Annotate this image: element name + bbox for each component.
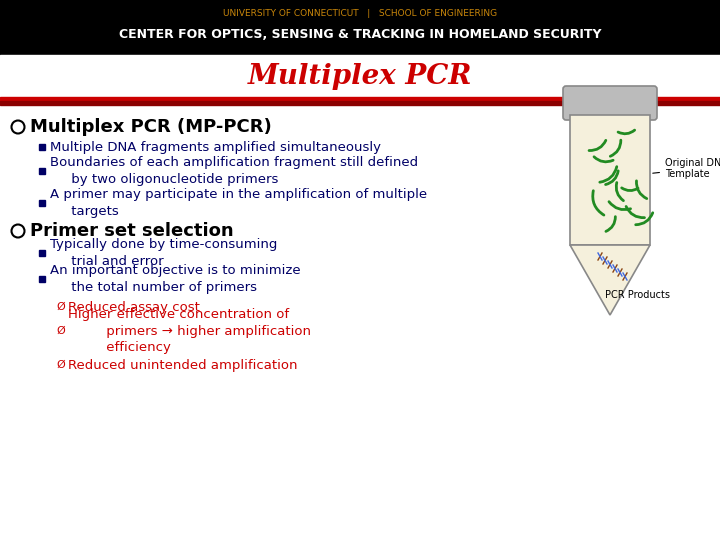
Bar <box>39 276 45 282</box>
Text: Higher effective concentration of
         primers → higher amplification
      : Higher effective concentration of primer… <box>68 308 311 354</box>
Text: Ø: Ø <box>56 302 65 312</box>
Text: Typically done by time-consuming
     trial and error: Typically done by time-consuming trial a… <box>50 238 277 268</box>
Text: Reduced assay cost: Reduced assay cost <box>68 300 200 314</box>
Text: Multiple DNA fragments amplified simultaneously: Multiple DNA fragments amplified simulta… <box>50 140 381 153</box>
Text: Original DNA
Template: Original DNA Template <box>653 158 720 179</box>
Text: Multiplex PCR: Multiplex PCR <box>248 63 472 90</box>
Text: Reduced unintended amplification: Reduced unintended amplification <box>68 359 297 372</box>
Bar <box>39 250 45 256</box>
Text: An important objective is to minimize
     the total number of primers: An important objective is to minimize th… <box>50 264 301 294</box>
Bar <box>0 55 720 97</box>
Text: Boundaries of each amplification fragment still defined
     by two oligonucleot: Boundaries of each amplification fragmen… <box>50 156 418 186</box>
Text: Multiplex PCR (MP-PCR): Multiplex PCR (MP-PCR) <box>30 118 271 136</box>
Text: PCR Products: PCR Products <box>605 290 670 300</box>
Bar <box>0 97 720 101</box>
Text: Ø: Ø <box>56 326 65 336</box>
Bar <box>39 200 45 206</box>
Bar <box>0 105 720 540</box>
Bar <box>39 144 45 150</box>
Text: UNIVERSITY OF CONNECTICUT   |   SCHOOL OF ENGINEERING: UNIVERSITY OF CONNECTICUT | SCHOOL OF EN… <box>223 9 497 17</box>
Text: A primer may participate in the amplification of multiple
     targets: A primer may participate in the amplific… <box>50 188 427 218</box>
Text: Ø: Ø <box>56 360 65 370</box>
Text: CENTER FOR OPTICS, SENSING & TRACKING IN HOMELAND SECURITY: CENTER FOR OPTICS, SENSING & TRACKING IN… <box>119 29 601 42</box>
Bar <box>39 168 45 174</box>
Polygon shape <box>570 245 650 315</box>
Bar <box>570 115 650 245</box>
Text: Primer set selection: Primer set selection <box>30 222 233 240</box>
FancyBboxPatch shape <box>563 86 657 120</box>
Bar <box>0 0 720 55</box>
Bar <box>0 101 720 105</box>
